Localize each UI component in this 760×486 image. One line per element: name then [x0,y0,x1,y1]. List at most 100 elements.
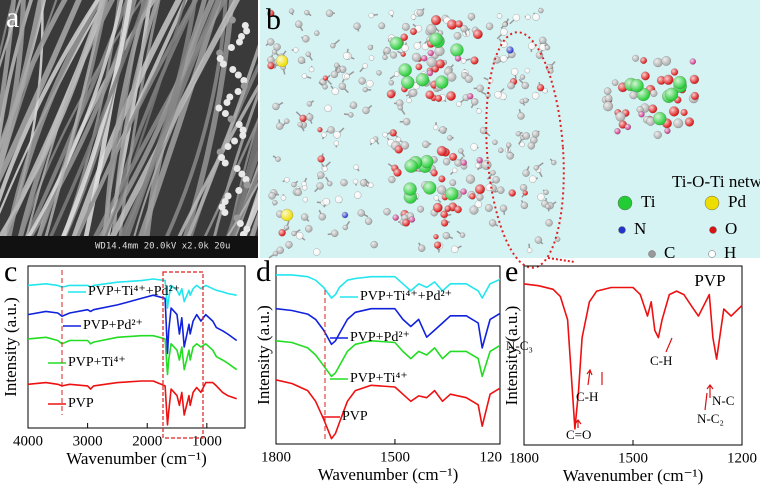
atom-shine [452,167,458,173]
fiber [177,44,258,258]
atom-shine [343,52,351,60]
atom-shine [460,232,466,238]
legend-label: PVP+Pd²⁺ [83,318,143,333]
atom-shine [327,126,335,134]
legend-swatch [709,226,717,234]
atom-shine [523,98,529,104]
legend-label: O [725,219,737,238]
atom-shine [389,36,403,50]
atom [223,99,231,106]
fiber [127,0,239,258]
atom-shine [400,33,408,41]
atom-shine [378,22,385,30]
atom-shine [502,22,508,28]
atom-shine [442,232,450,240]
atom-shine [309,67,315,73]
atom-shine [449,153,457,161]
fiber [212,181,258,258]
atom-shine [447,72,457,82]
atom-shine [321,132,327,138]
atom-shine [435,95,443,102]
atom-shine [276,246,284,254]
atom-shine [318,213,326,221]
scale-bar-text: WD14.4mm 20.0kV x2.0k 20u [95,242,230,252]
atom-shine [306,113,314,121]
atom-shine [322,84,328,90]
atom-shine [657,76,666,85]
atom-shine [653,131,662,139]
atom-shine [362,87,368,93]
atom-shine [316,182,324,190]
y-axis-label: Intensity (a.u.) [1,297,20,397]
atom-shine [500,28,508,36]
atom-shine [362,63,368,69]
atom-shine [294,188,302,196]
atom-shine [494,91,502,99]
atom-shine [353,164,359,170]
atom-shine [455,55,462,62]
spectrum-line [27,334,238,376]
atom-shine [272,102,280,110]
legend-label: PVP+Ti⁴⁺ [350,371,408,386]
atom-shine [273,251,279,257]
atom-shine [298,56,306,64]
atom-shine [326,9,334,17]
atom-shine [543,189,549,195]
atom [227,115,235,123]
atom-shine [389,129,397,137]
atom-shine [322,75,328,81]
atom-shine [454,159,462,167]
atom-shine [506,152,514,160]
atom-shine [461,58,467,64]
atom-shine [398,63,412,77]
atom-shine [664,127,671,134]
legend-swatch [708,250,716,258]
atom-shine [453,32,462,40]
atom-shine [426,70,433,77]
atom-shine [267,9,275,17]
connector [547,257,576,263]
atom-shine [497,13,503,19]
atom [233,165,241,172]
atom-shine [426,24,437,34]
atom-shine [544,45,550,51]
atom-shine [281,209,293,221]
atom [228,16,236,24]
atom-shine [306,101,312,107]
atom-shine [445,187,459,201]
atom-shine [388,10,394,16]
atom [240,77,248,84]
atom [221,159,229,167]
x-axis-label: Wavenumber (cm⁻¹) [318,465,459,484]
atom-shine [276,55,288,67]
x-tick-label: 1800 [509,450,539,466]
atom-shine [520,201,528,209]
atom-shine [302,35,310,43]
atom [215,104,223,112]
atom-shine [476,108,482,114]
atom-shine [340,179,348,187]
fiber [116,0,161,258]
atom-shine [333,131,341,139]
fiber [130,0,222,258]
atom-shine [454,205,462,214]
legend-swatch [648,250,656,258]
atom-shine [395,137,401,143]
atom-shine [404,159,418,173]
atom-shine [394,71,400,77]
legend-label: PVP+Ti⁴⁺+Pd²⁺ [360,289,452,304]
atom [240,82,248,90]
spectrum-line [276,274,500,299]
atom-shine [456,101,462,107]
atom-shine [469,205,479,215]
atom-shine [534,236,542,244]
atom-shine [673,76,687,90]
atom-shine [402,23,410,31]
fiber [51,0,133,258]
atom [216,49,224,57]
atom-shine [416,9,424,17]
atom-shine [532,130,540,138]
x-axis-label: Wavenumber (cm⁻¹) [66,449,207,468]
atom-shine [388,176,396,184]
atom-shine [492,139,498,145]
